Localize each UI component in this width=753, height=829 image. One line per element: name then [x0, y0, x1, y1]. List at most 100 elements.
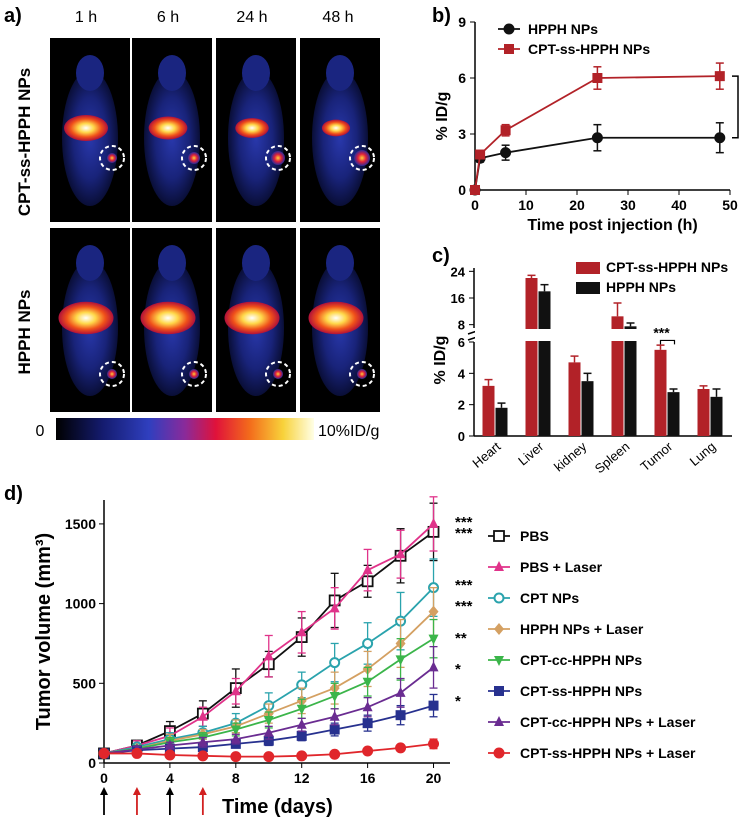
- mouse-head: [158, 55, 186, 91]
- legend-marker: [493, 747, 505, 759]
- x-tick-label: 8: [232, 770, 240, 786]
- legend-label: CPT-ss-HPPH NPs: [520, 683, 642, 699]
- legend-marker: [494, 716, 504, 726]
- y-axis-label: % ID/g: [432, 336, 449, 385]
- data-point: [164, 739, 175, 750]
- x-axis-label: Time (days): [222, 796, 333, 818]
- data-point: [395, 686, 406, 697]
- tumor-signal: [354, 150, 370, 166]
- tumor-signal: [189, 369, 199, 379]
- legend-marker: [494, 623, 504, 635]
- y-tick-label: 0: [458, 429, 465, 444]
- data-point: [592, 73, 603, 83]
- bar: [611, 316, 624, 436]
- tumor-circle: [265, 361, 291, 387]
- x-tick-label: Lung: [687, 439, 719, 469]
- row-label-cpt-ss-hpph: CPT-ss-HPPH NPs: [15, 68, 34, 216]
- data-point: [591, 132, 603, 144]
- x-tick-label: kidney: [551, 438, 590, 474]
- data-point: [197, 750, 209, 762]
- legend-marker: [494, 561, 504, 571]
- x-tick-label: 50: [722, 197, 738, 213]
- mouse-head: [76, 245, 104, 281]
- bar: [667, 392, 680, 436]
- data-point: [395, 548, 406, 559]
- data-point: [296, 730, 307, 741]
- y-axis-label: % ID/g: [434, 92, 451, 141]
- colorbar-min-label: 0: [36, 423, 45, 440]
- legend-marker: [494, 686, 504, 696]
- data-point: [428, 738, 440, 750]
- legend-marker: [493, 592, 505, 604]
- tumor-circle: [265, 145, 291, 171]
- tumor-signal: [107, 369, 117, 379]
- y-tick-label: 9: [458, 14, 466, 30]
- x-axis-label: Time post injection (h): [527, 217, 697, 234]
- x-tick-label: 10: [518, 197, 534, 213]
- data-point: [329, 692, 340, 703]
- data-point: [329, 602, 340, 613]
- x-tick-label: Liver: [515, 438, 547, 468]
- x-tick-label: Spleen: [592, 439, 633, 477]
- legend-marker: [504, 44, 514, 54]
- liver-signal: [64, 115, 108, 141]
- significance-bracket: [732, 75, 739, 139]
- data-point: [428, 700, 439, 711]
- data-point: [230, 685, 241, 696]
- significance-label: **: [744, 101, 753, 114]
- x-tick-label: 40: [671, 197, 687, 213]
- mouse-head: [242, 245, 270, 281]
- time-label: 24 h: [236, 9, 267, 26]
- x-tick-label: 12: [294, 770, 310, 786]
- tumor-circle: [349, 361, 375, 387]
- mouse-head: [326, 245, 354, 281]
- x-tick-label: 0: [100, 770, 108, 786]
- legend-label: HPPH NPs: [528, 21, 598, 37]
- tumor-volume-chart: 0 4 8 12 16 20 0 500 1000 1500 Time (days) Tumor vo…: [33, 496, 696, 818]
- mouse-head: [242, 55, 270, 91]
- significance-label: ***: [455, 514, 473, 531]
- data-point: [395, 710, 406, 721]
- time-label: 6 h: [157, 9, 179, 26]
- data-point: [362, 701, 373, 712]
- y-tick-label: 4: [458, 366, 466, 381]
- data-point: [263, 735, 274, 746]
- significance-label: *: [455, 693, 461, 710]
- data-point: [428, 517, 439, 528]
- x-tick-label: 0: [471, 197, 479, 213]
- data-point: [428, 661, 439, 672]
- y-tick-label: 3: [458, 126, 466, 142]
- data-point: [230, 751, 242, 763]
- bar: [568, 362, 581, 436]
- bar: [624, 326, 637, 436]
- data-point: [475, 149, 486, 160]
- time-label: 1 h: [75, 9, 97, 26]
- bar: [525, 278, 538, 436]
- tumor-signal: [273, 369, 283, 379]
- data-point: [164, 749, 176, 761]
- bar: [495, 407, 508, 436]
- data-point: [296, 718, 307, 729]
- axis-gap: [475, 329, 733, 341]
- tumor-signal: [107, 153, 117, 163]
- legend-marker: [494, 656, 504, 666]
- data-point: [230, 725, 241, 736]
- colorbar: [56, 418, 314, 440]
- significance-label: ***: [455, 598, 473, 615]
- tumor-circle: [99, 145, 125, 171]
- significance-bracket: [659, 339, 676, 345]
- panel-label-a: a): [4, 5, 22, 27]
- x-tick-label: 4: [166, 770, 174, 786]
- data-point: [362, 745, 374, 757]
- legend-marker: [493, 530, 505, 542]
- data-point: [428, 605, 439, 618]
- panel-label-c: c): [432, 245, 450, 267]
- biodistribution-line-chart: 0 10 20 30 40 50 0 3 6 9 Time post injection (h) % …: [434, 14, 753, 234]
- legend-label: HPPH NPs + Laser: [520, 621, 644, 637]
- liver-signal: [58, 301, 114, 335]
- data-point: [329, 748, 341, 760]
- x-tick-label: 30: [620, 197, 636, 213]
- data-point: [296, 704, 307, 715]
